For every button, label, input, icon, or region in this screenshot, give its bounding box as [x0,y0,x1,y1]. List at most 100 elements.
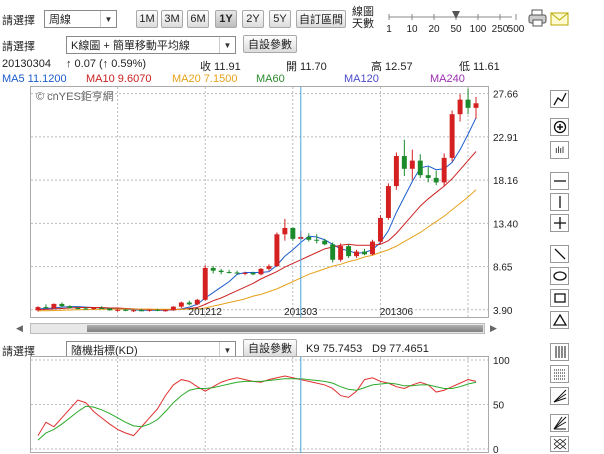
ma-legend-item: MA60 [256,73,285,85]
vertical-line-tool-icon[interactable] [550,193,569,211]
candle [202,265,208,301]
candle [346,244,352,258]
ohlc-style-icon[interactable]: ılıl [550,141,569,159]
lower-indicator-select[interactable]: 隨機指標(KD) ▼ [66,341,236,359]
candle [250,271,256,276]
slider-thumb[interactable] [452,11,460,19]
period-select[interactable]: 周線 ▼ [44,10,117,28]
candle [473,96,479,119]
candle [417,154,423,178]
slider-tick-label: 50 [450,24,462,35]
candle [91,307,97,310]
ma-legend-item: MA5 11.1200 [2,73,67,85]
range-button-1m[interactable]: 1M [136,10,158,28]
horizontal-line-tool-icon[interactable] [550,172,569,190]
candle [242,271,248,276]
candle [441,153,447,187]
ohlc-high: 高 12.57 [371,61,413,73]
candle [362,248,367,256]
ma-legend-item: MA240 [430,73,465,85]
range-button-1y[interactable]: 1Y [215,10,237,28]
trendline-tool-icon[interactable] [550,245,569,263]
ohlc-close: 收 11.91 [200,61,241,73]
vertical-bars-tool-icon[interactable] [550,343,569,361]
candle [330,242,336,263]
candle [131,309,137,313]
range-button-3m[interactable]: 3M [161,10,183,28]
candle [266,264,272,271]
zoom-in-icon[interactable] [550,118,569,136]
x-tick-label: 201306 [380,307,414,318]
rectangle-tool-icon[interactable] [550,289,569,307]
scrollbar-thumb[interactable] [87,325,483,332]
line-days-label: 線圖 天數 [352,6,374,30]
candle [465,88,471,115]
candle [99,306,105,309]
line-days-label-2: 天數 [352,18,374,30]
candle [409,149,415,180]
candle [115,308,121,312]
gann-fan-tool-icon[interactable] [550,414,569,432]
range-button-5y[interactable]: 5Y [269,10,291,28]
ma-legend-item: MA10 9.6070 [86,73,152,85]
crosshair-tool-icon[interactable] [550,214,569,232]
kd-chart[interactable]: 0 50 100 [30,356,550,454]
lower-indicator-value: 隨機指標(KD) [71,345,138,357]
triangle-tool-icon[interactable] [550,311,569,329]
indicator-select[interactable]: K線圖 + 簡單移動平均線 ▼ [66,36,236,54]
ohlc-low: 低 11.61 [459,61,500,73]
candle [314,234,320,244]
candlestick-chart[interactable]: © cnYES鉅亨網 3.908.6513.4018.1622.9127.66 … [30,86,550,318]
days-slider[interactable]: 1 10 20 50 100 250 500 [384,8,524,36]
watermark: © cnYES鉅亨網 [36,89,114,103]
ma10-line [37,151,477,311]
fibonacci-fan-tool-icon[interactable] [550,387,569,405]
email-icon[interactable] [550,11,570,27]
candle [385,183,391,220]
scroll-right-icon[interactable]: ▶ [490,323,497,333]
candle [449,110,455,162]
candle [457,94,463,122]
print-icon[interactable] [528,8,548,28]
d9-line [37,378,477,441]
candle [322,238,328,246]
horizontal-bars-tool-icon[interactable] [550,365,569,383]
y-tick-label: 18.16 [493,176,518,187]
custom-range-button[interactable]: 自訂區間 [296,10,346,28]
range-button-6m[interactable]: 6M [187,10,209,28]
line-days-label-1: 線圖 [352,6,374,18]
ohlc-change: ↑ 0.07 (↑ 0.59%) [66,58,147,70]
indicator-value: K線圖 + 簡單移動平均線 [71,40,190,52]
draw-line-tool-icon[interactable] [550,90,569,108]
candle [107,307,113,311]
y-tick-label: 3.90 [493,306,513,317]
settings-button[interactable]: 自設參數 [243,35,297,53]
ohlc-open: 開 11.70 [286,61,327,73]
period-value: 周線 [49,14,71,26]
candle [401,139,407,177]
candle [154,308,160,312]
candle [377,215,383,244]
ellipse-tool-icon[interactable] [550,267,569,285]
candle [35,306,41,312]
scrollbar-track[interactable] [30,323,485,334]
x-tick-label: 201212 [189,307,223,318]
range-button-2y[interactable]: 2Y [242,10,264,28]
candle [370,239,375,256]
candle [258,267,264,276]
indicator-select-label: 請選擇 [2,41,35,53]
candle [210,266,216,274]
candle [194,298,200,306]
candle [433,170,439,186]
select-label: 請選擇 [2,15,35,27]
scroll-left-icon[interactable]: ◀ [16,323,23,333]
candle [51,303,57,309]
y-tick-label: 22.91 [493,133,518,144]
chevron-down-icon: ▼ [100,11,116,27]
candle [393,152,399,190]
lower-settings-button[interactable]: 自設參數 [243,339,297,357]
ma-legend-item: MA20 7.1500 [172,73,238,85]
kd-y-tick-label: 50 [493,401,505,412]
slider-tick-label: 20 [428,24,440,35]
grid-pattern-tool-icon[interactable] [550,436,569,452]
